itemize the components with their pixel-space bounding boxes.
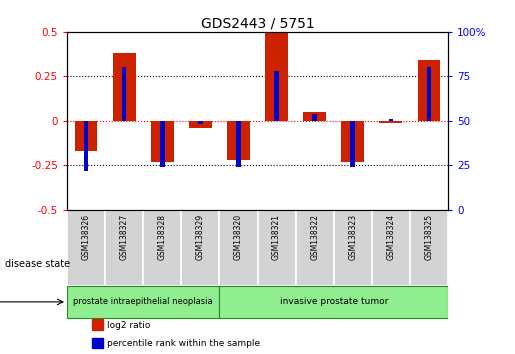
Text: GSM138321: GSM138321 bbox=[272, 214, 281, 260]
Bar bbox=[334, 210, 372, 286]
Bar bbox=[389, 119, 393, 121]
Text: GSM138324: GSM138324 bbox=[386, 214, 396, 260]
Bar bbox=[198, 121, 202, 124]
Bar bbox=[67, 210, 105, 286]
Text: disease state: disease state bbox=[5, 259, 70, 269]
Title: GDS2443 / 5751: GDS2443 / 5751 bbox=[201, 17, 314, 31]
Text: GSM138329: GSM138329 bbox=[196, 214, 205, 260]
Bar bbox=[265, 32, 288, 121]
Bar bbox=[92, 338, 103, 348]
Text: percentile rank within the sample: percentile rank within the sample bbox=[107, 339, 260, 348]
Bar bbox=[122, 68, 126, 121]
Bar bbox=[427, 68, 431, 121]
Bar bbox=[410, 210, 448, 286]
Bar bbox=[75, 121, 97, 151]
Bar bbox=[274, 71, 279, 121]
Bar bbox=[181, 210, 219, 286]
Bar bbox=[219, 286, 448, 318]
Bar bbox=[341, 121, 364, 162]
Bar bbox=[151, 121, 174, 162]
Bar bbox=[219, 210, 258, 286]
Bar bbox=[113, 53, 135, 121]
Bar bbox=[92, 319, 103, 330]
Text: GSM138327: GSM138327 bbox=[119, 214, 129, 260]
Bar bbox=[227, 121, 250, 160]
Bar bbox=[84, 121, 88, 171]
Text: log2 ratio: log2 ratio bbox=[107, 321, 150, 330]
Bar bbox=[418, 60, 440, 121]
Bar bbox=[67, 286, 219, 318]
Bar bbox=[236, 121, 241, 167]
Bar bbox=[296, 210, 334, 286]
Bar bbox=[313, 114, 317, 121]
Text: GSM138328: GSM138328 bbox=[158, 214, 167, 260]
Text: GSM138322: GSM138322 bbox=[310, 214, 319, 260]
Text: GSM138320: GSM138320 bbox=[234, 214, 243, 260]
Text: GSM138326: GSM138326 bbox=[81, 214, 91, 260]
Bar bbox=[105, 210, 143, 286]
Text: prostate intraepithelial neoplasia: prostate intraepithelial neoplasia bbox=[73, 297, 213, 307]
Bar bbox=[303, 112, 326, 121]
Bar bbox=[351, 121, 355, 167]
Bar bbox=[160, 121, 164, 167]
Text: GSM138323: GSM138323 bbox=[348, 214, 357, 260]
Bar bbox=[372, 210, 410, 286]
Text: GSM138325: GSM138325 bbox=[424, 214, 434, 260]
Bar bbox=[258, 210, 296, 286]
Bar bbox=[143, 210, 181, 286]
Text: invasive prostate tumor: invasive prostate tumor bbox=[280, 297, 388, 307]
Bar bbox=[189, 121, 212, 128]
Bar bbox=[380, 121, 402, 122]
